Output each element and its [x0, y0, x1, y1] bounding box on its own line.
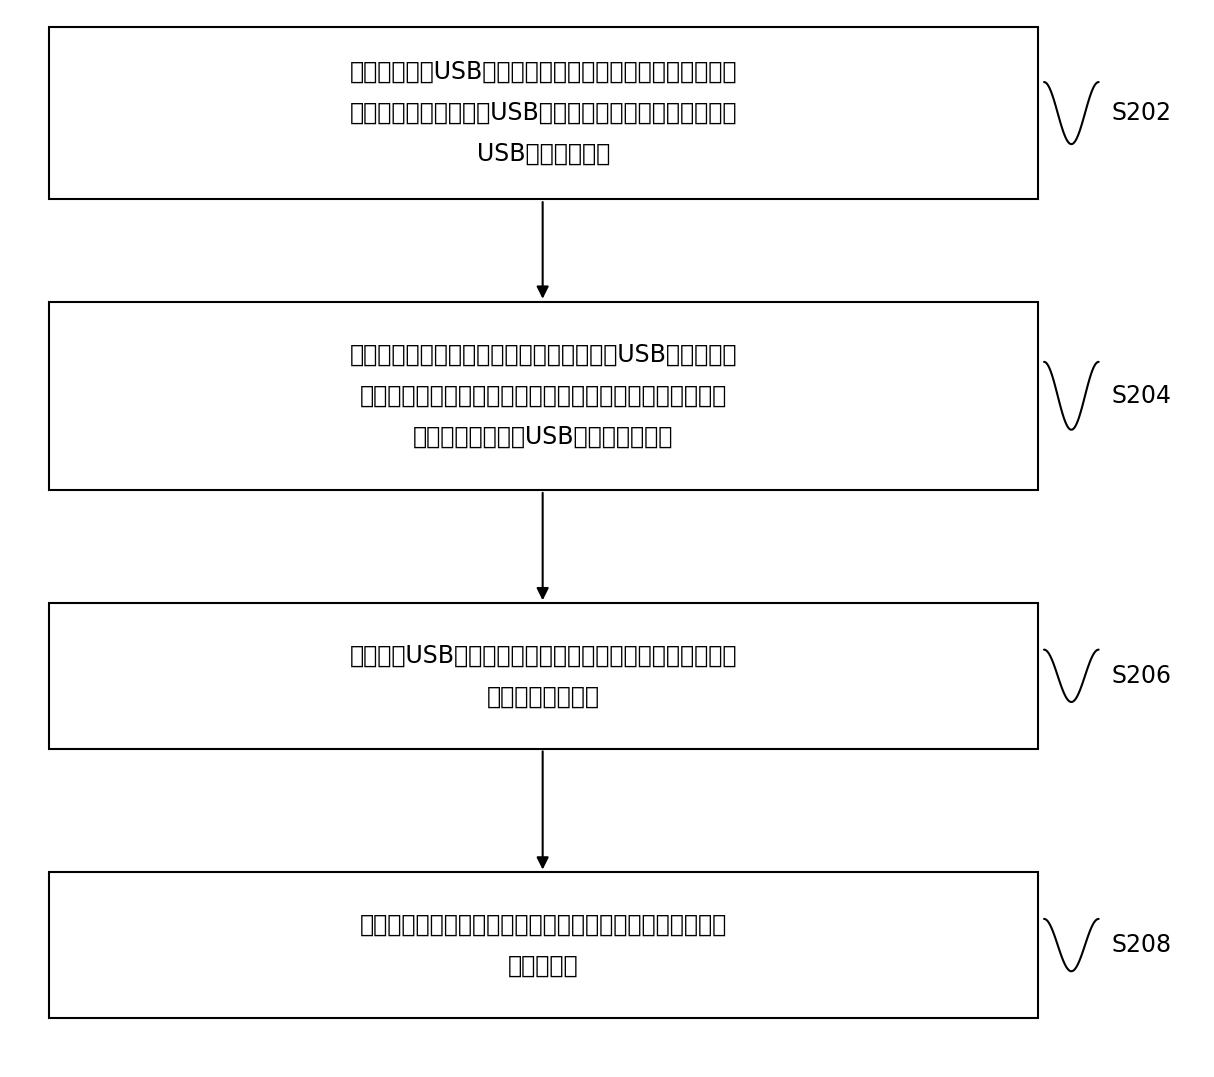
- Bar: [49, 872, 1038, 1018]
- Text: 所需的最小电流値: 所需的最小电流値: [487, 684, 600, 709]
- Text: S204: S204: [1111, 383, 1172, 408]
- Bar: [49, 27, 1038, 199]
- Text: 当设备接入到USB接口时，增加流经可控负载的电流値，其: 当设备接入到USB接口时，增加流经可控负载的电流値，其: [350, 60, 737, 84]
- Text: 前电流値作为所述USB接口的带载能力: 前电流値作为所述USB接口的带载能力: [413, 424, 674, 449]
- Text: S208: S208: [1111, 933, 1172, 957]
- Text: USB接口的电流値: USB接口的电流値: [477, 142, 609, 166]
- Bar: [49, 302, 1038, 490]
- Text: S206: S206: [1111, 663, 1172, 688]
- Text: 中，该可控负载与所述USB接口连接，并用于调整流经所述: 中，该可控负载与所述USB接口连接，并用于调整流经所述: [350, 101, 737, 125]
- Text: 判断所述USB接口的带载能力是否大于所述设备正常工作时: 判断所述USB接口的带载能力是否大于所述设备正常工作时: [350, 643, 737, 668]
- Text: 在增加所述电流値的过程中，当检测到所述USB接口的电压: 在增加所述电流値的过程中，当检测到所述USB接口的电压: [350, 342, 737, 367]
- Text: 在判断结果为是的情况下，根据所述带载能力确定所述设备: 在判断结果为是的情况下，根据所述带载能力确定所述设备: [359, 912, 727, 937]
- Text: 値小于系统供电电压的下限値时，将流经所述可控负载的当: 値小于系统供电电压的下限値时，将流经所述可控负载的当: [359, 383, 727, 408]
- Text: 的工作功率: 的工作功率: [507, 953, 579, 978]
- Text: S202: S202: [1111, 101, 1172, 125]
- Bar: [49, 603, 1038, 749]
